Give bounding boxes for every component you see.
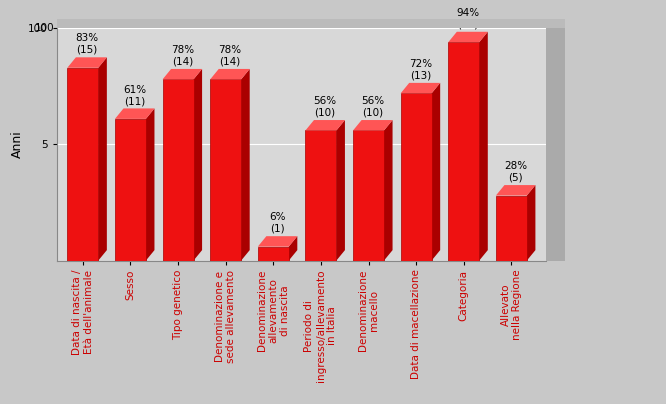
Bar (448, 42, 480, 261)
Polygon shape (258, 236, 297, 246)
Polygon shape (210, 69, 250, 79)
Text: 72%
(13): 72% (13) (409, 59, 432, 80)
Text: 28%
(5): 28% (5) (504, 161, 527, 183)
Text: 6%
(1): 6% (1) (269, 212, 286, 234)
Polygon shape (353, 120, 392, 130)
Polygon shape (241, 69, 250, 261)
Polygon shape (496, 185, 535, 196)
Text: 94%
(17): 94% (17) (456, 8, 480, 29)
Text: 61%
(11): 61% (11) (123, 84, 147, 106)
Polygon shape (336, 120, 345, 261)
Polygon shape (480, 32, 488, 261)
Bar (115, 119, 146, 261)
Polygon shape (448, 32, 488, 42)
Polygon shape (146, 108, 155, 261)
Polygon shape (163, 69, 202, 79)
Bar (67, 68, 99, 261)
Bar (401, 93, 432, 261)
Text: 56%
(10): 56% (10) (314, 96, 337, 118)
Bar (353, 130, 384, 261)
Polygon shape (99, 57, 107, 261)
Text: 56%
(10): 56% (10) (361, 96, 384, 118)
Bar (258, 246, 289, 261)
Polygon shape (401, 83, 440, 93)
Polygon shape (67, 57, 107, 68)
Text: 100: 100 (35, 23, 54, 33)
Text: 83%
(15): 83% (15) (75, 34, 99, 55)
Bar (210, 79, 241, 261)
Text: 78%
(14): 78% (14) (218, 45, 242, 67)
Polygon shape (289, 236, 297, 261)
Polygon shape (527, 185, 535, 261)
Text: 78%
(14): 78% (14) (170, 45, 194, 67)
Bar (163, 79, 194, 261)
Polygon shape (306, 120, 345, 130)
Polygon shape (194, 69, 202, 261)
Polygon shape (115, 108, 155, 119)
Bar (306, 130, 336, 261)
Bar (496, 196, 527, 261)
Polygon shape (384, 120, 392, 261)
Y-axis label: Anni: Anni (11, 130, 24, 158)
Polygon shape (432, 83, 440, 261)
